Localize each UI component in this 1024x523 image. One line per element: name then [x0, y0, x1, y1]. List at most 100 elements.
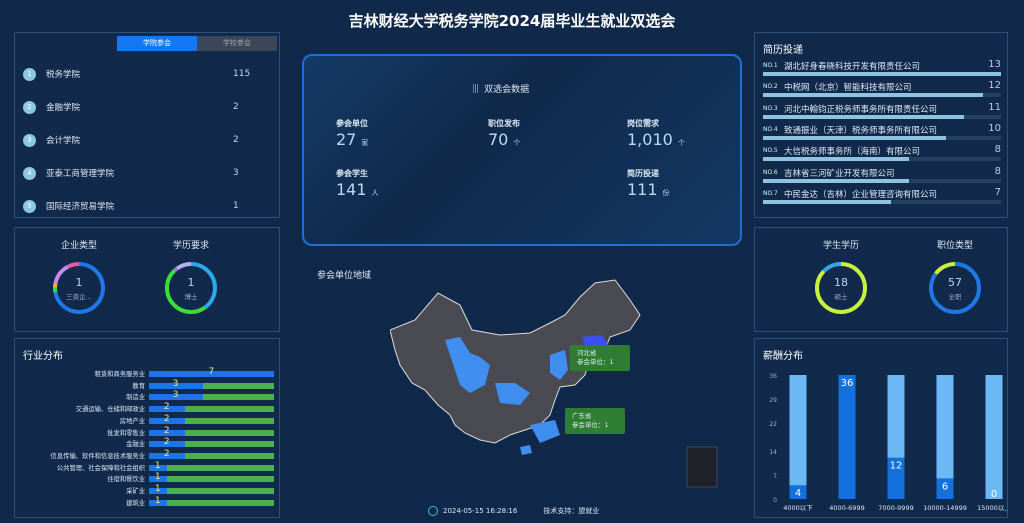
resume-rank: NO.4 [763, 125, 778, 133]
industry-name: 公共管理、社会保障和社会组织 [56, 464, 145, 472]
industry-bar[interactable] [149, 394, 274, 401]
industry-bar-fill [149, 476, 167, 483]
footer-datetime: 2024-05-15 16:28:16 [443, 507, 518, 515]
industry-bar[interactable] [149, 452, 274, 459]
map-highlighted-provinces[interactable] [495, 383, 530, 405]
industry-value: 2 [163, 413, 170, 424]
resume-rank: NO.2 [763, 83, 778, 91]
stat-students: 参会学生 141 人 [336, 168, 379, 199]
industry-row: 批发和零售业 2 [15, 426, 285, 437]
resume-row[interactable]: NO.6 吉林省三河矿业开发有限公司 8 [763, 166, 1001, 188]
tooltip-province: 河北省 [577, 349, 597, 357]
industry-name: 房地产业 [119, 417, 145, 425]
donut-chart[interactable] [920, 253, 990, 323]
map-mainland[interactable] [390, 279, 641, 444]
industry-bar[interactable] [149, 371, 274, 377]
industry-row: 建筑业 1 [15, 496, 285, 507]
tooltip-province: 广东省 [572, 412, 592, 420]
stat-resumes: 简历投递 111 份 [627, 168, 670, 199]
bar[interactable] [789, 485, 807, 499]
donut-segment[interactable] [165, 262, 217, 314]
donut-value: 18 [834, 276, 848, 289]
china-map[interactable] [390, 275, 750, 505]
donut-value: 57 [948, 276, 962, 289]
resume-row[interactable]: NO.5 大信税务师事务所（海南）有限公司 8 [763, 144, 1001, 166]
resume-row[interactable]: NO.7 中民金达（吉林）企业管理咨询有限公司 7 [763, 186, 1001, 209]
resume-count: 7 [994, 186, 1001, 198]
resume-bar [763, 93, 1001, 98]
industry-panel: 行业分布 租赁和商务服务业 7 教育 3 制造业 3 交通运输、仓储和邮政业 2 房地产业 2 批发… [14, 338, 280, 518]
x-tick-label: 15000以上 [977, 503, 1007, 512]
resume-bar-fill [763, 93, 983, 98]
resume-row[interactable]: NO.2 中税网（北京）智能科技有限公司 12 [763, 80, 1001, 102]
industry-bar[interactable] [149, 382, 274, 389]
company-name: 吉林省三河矿业开发有限公司 [784, 168, 895, 179]
resume-row[interactable]: NO.4 致通振业（天津）税务师事务所有限公司 10 [763, 123, 1001, 145]
company-name: 中民金达（吉林）企业管理咨询有限公司 [784, 189, 938, 200]
donut-chart[interactable] [156, 253, 226, 323]
bar-value-label: 4 [795, 488, 801, 499]
tab-school[interactable]: 学校参会 [197, 36, 277, 51]
donut-segment[interactable] [929, 262, 981, 314]
map-hebei[interactable] [550, 350, 568, 380]
stat-value: 111 [627, 180, 658, 199]
donut-chart[interactable] [44, 253, 114, 323]
donut-segment[interactable] [815, 262, 867, 314]
industry-value: 2 [163, 448, 170, 459]
donut-segment[interactable] [53, 262, 105, 314]
college-row: 4 亚泰工商管理学院 3 [23, 164, 271, 182]
industry-bar-fill [149, 406, 185, 413]
resume-title: 简历投递 [763, 45, 803, 56]
industry-row: 制造业 3 [15, 390, 285, 401]
industry-bar-fill [149, 371, 274, 377]
salary-title: 薪酬分布 [763, 351, 803, 362]
donut-title: 职位类型 [936, 241, 973, 251]
industry-bar[interactable] [149, 429, 274, 436]
college-name: 金融学院 [46, 103, 81, 113]
college-value: 2 [233, 135, 239, 145]
y-tick-label: 22 [769, 421, 777, 428]
industry-bar-fill [149, 488, 167, 494]
y-tick-label: 36 [769, 373, 777, 380]
bar[interactable] [838, 375, 856, 499]
company-name: 致通振业（天津）税务师事务所有限公司 [784, 125, 938, 136]
map-highlighted-provinces[interactable] [445, 337, 490, 393]
industry-bar[interactable] [149, 417, 274, 424]
industry-bar[interactable] [149, 406, 274, 413]
stat-unit: 个 [513, 139, 521, 147]
donut-value: 1 [75, 276, 83, 289]
map-tooltip-hebei: 河北省 参会单位：1 [570, 345, 630, 371]
bar[interactable] [936, 478, 954, 499]
college-name: 会计学院 [46, 136, 81, 146]
industry-row: 房地产业 2 [15, 413, 285, 425]
resume-row[interactable]: NO.3 河北中翰钧正税务师事务所有限责任公司 11 [763, 102, 1001, 124]
resume-bar [763, 199, 1001, 204]
donut-segment[interactable] [165, 262, 217, 314]
stat-label: 岗位需求 [627, 119, 659, 128]
industry-bar[interactable] [149, 441, 274, 448]
industry-bar[interactable] [149, 464, 274, 471]
resume-rank: NO.1 [763, 62, 778, 69]
college-value: 115 [233, 69, 251, 79]
rank-badge: 4 [23, 166, 36, 180]
tab-college[interactable]: 学院参会 [117, 36, 197, 51]
industry-bar[interactable] [149, 476, 274, 483]
industry-bar-fill [149, 452, 185, 459]
rank-badge: 2 [23, 100, 36, 114]
map-hainan[interactable] [520, 445, 532, 455]
resume-rank: NO.7 [763, 189, 778, 197]
college-value: 2 [233, 102, 239, 112]
industry-name: 批发和零售业 [107, 429, 145, 437]
donut-title: 企业类型 [60, 241, 97, 251]
industry-value: 2 [163, 437, 170, 448]
donut-segment[interactable] [53, 262, 105, 314]
resume-bar [763, 114, 1001, 119]
stat-value: 27 [336, 130, 357, 149]
resume-row[interactable]: NO.1 湖北好身春晓科技开发有限责任公司 13 [763, 59, 1001, 81]
industry-name: 信息传输、软件和信息技术服务业 [50, 452, 145, 460]
industry-bar[interactable] [149, 499, 274, 506]
donut-chart[interactable] [806, 253, 876, 323]
bar[interactable] [887, 457, 905, 499]
map-guangdong[interactable] [530, 420, 560, 443]
industry-bar[interactable] [149, 488, 274, 494]
